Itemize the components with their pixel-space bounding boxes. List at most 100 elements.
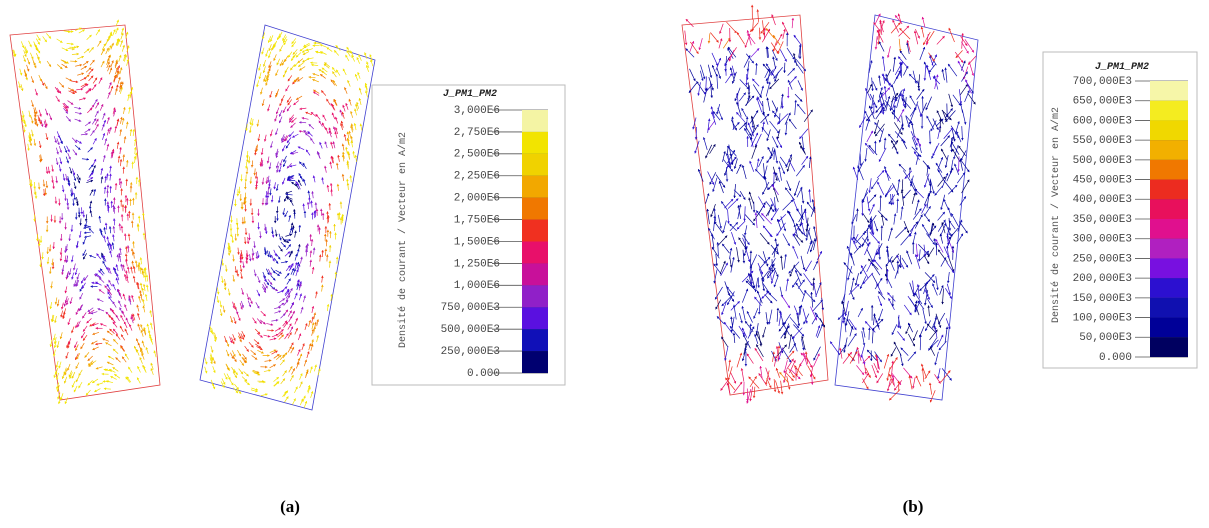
- vector: [711, 246, 720, 259]
- vector-head: [49, 306, 53, 309]
- vector: [889, 357, 898, 370]
- vector-head: [346, 162, 350, 165]
- vector-head: [927, 370, 931, 374]
- legend-swatch: [522, 307, 548, 330]
- vector-head: [316, 224, 320, 227]
- vector-head: [724, 62, 728, 66]
- vector-head: [761, 213, 764, 216]
- vector-head: [719, 38, 723, 41]
- vector-head: [69, 376, 72, 379]
- vector-head: [795, 373, 799, 377]
- vector-head: [286, 333, 289, 336]
- vector-head: [875, 110, 879, 113]
- vector: [750, 250, 752, 267]
- vector-head: [111, 60, 114, 63]
- vector-head: [766, 97, 769, 101]
- vector-head: [949, 377, 952, 381]
- vector-head: [261, 51, 264, 55]
- vector-head: [92, 380, 95, 383]
- vector-head: [874, 122, 877, 125]
- legend-level: 0.000: [1099, 352, 1132, 364]
- vector-head: [910, 122, 914, 126]
- vector-head: [867, 118, 871, 122]
- vector-head: [122, 154, 126, 157]
- vector-head: [60, 141, 63, 144]
- vector-head: [931, 223, 935, 226]
- vector-head: [697, 169, 701, 172]
- vector: [774, 238, 779, 253]
- vector: [765, 28, 775, 39]
- vector: [845, 300, 849, 317]
- vector: [901, 190, 905, 206]
- vector-head: [282, 110, 286, 113]
- vector-head: [276, 377, 279, 380]
- vector-head: [324, 248, 328, 252]
- vector-head: [933, 225, 937, 229]
- vector-head: [752, 78, 755, 82]
- vector: [891, 111, 901, 123]
- vector-head: [285, 138, 288, 142]
- vector: [843, 337, 848, 353]
- vector-head: [761, 279, 765, 282]
- vector-head: [83, 329, 86, 332]
- vector-head: [759, 366, 763, 369]
- vector-head: [64, 290, 68, 294]
- vector-head: [728, 166, 732, 169]
- vector-head: [63, 259, 67, 263]
- vector-head: [256, 255, 260, 258]
- vector-head: [710, 106, 714, 109]
- vector-head: [106, 47, 109, 51]
- vector-head: [941, 69, 945, 72]
- vector-head: [134, 192, 138, 195]
- legend-swatch: [1150, 199, 1188, 219]
- vector-head: [295, 386, 298, 390]
- vector: [859, 276, 867, 290]
- vector-head: [137, 179, 141, 182]
- vector-head: [126, 376, 130, 380]
- vector: [948, 256, 955, 272]
- vector-head: [793, 233, 796, 237]
- vector-head: [234, 203, 237, 207]
- vector: [707, 118, 710, 133]
- vector-head: [720, 117, 723, 121]
- vector-head: [920, 26, 924, 30]
- vector: [894, 264, 901, 279]
- legend-swatch: [522, 241, 548, 264]
- vector-head: [876, 30, 880, 33]
- vector-head: [298, 244, 301, 247]
- legend-level: 3,000E6: [454, 105, 500, 117]
- vector-head: [90, 172, 94, 175]
- vector-head: [74, 152, 77, 156]
- vector-head: [965, 84, 968, 87]
- vector-head: [107, 291, 110, 295]
- vector-head: [302, 59, 305, 63]
- vector-head: [886, 378, 889, 381]
- vector-head: [291, 263, 294, 266]
- vector-head: [84, 218, 88, 222]
- vector-head: [957, 121, 960, 124]
- vector-head: [332, 71, 335, 74]
- vector-head: [106, 330, 110, 334]
- vector-head: [870, 106, 874, 110]
- vector-head: [115, 333, 119, 337]
- vector: [739, 79, 750, 90]
- vector-head: [37, 50, 41, 54]
- vector-head: [323, 233, 327, 237]
- vector: [808, 230, 813, 244]
- vector-head: [279, 63, 283, 67]
- vector-head: [141, 340, 145, 344]
- vector-head: [122, 44, 125, 48]
- vector-head: [56, 151, 59, 155]
- vector-head: [112, 218, 116, 221]
- vector-head: [738, 204, 742, 207]
- vector-head: [265, 285, 268, 289]
- vector: [769, 78, 780, 90]
- vector-head: [726, 286, 730, 290]
- vector: [925, 96, 932, 111]
- vector-head: [204, 370, 208, 374]
- legend-level: 0.000: [467, 368, 500, 380]
- vector: [776, 307, 779, 322]
- vector-head: [78, 235, 82, 238]
- vector-head: [248, 237, 251, 241]
- legend-level: 150,000E3: [1073, 293, 1132, 305]
